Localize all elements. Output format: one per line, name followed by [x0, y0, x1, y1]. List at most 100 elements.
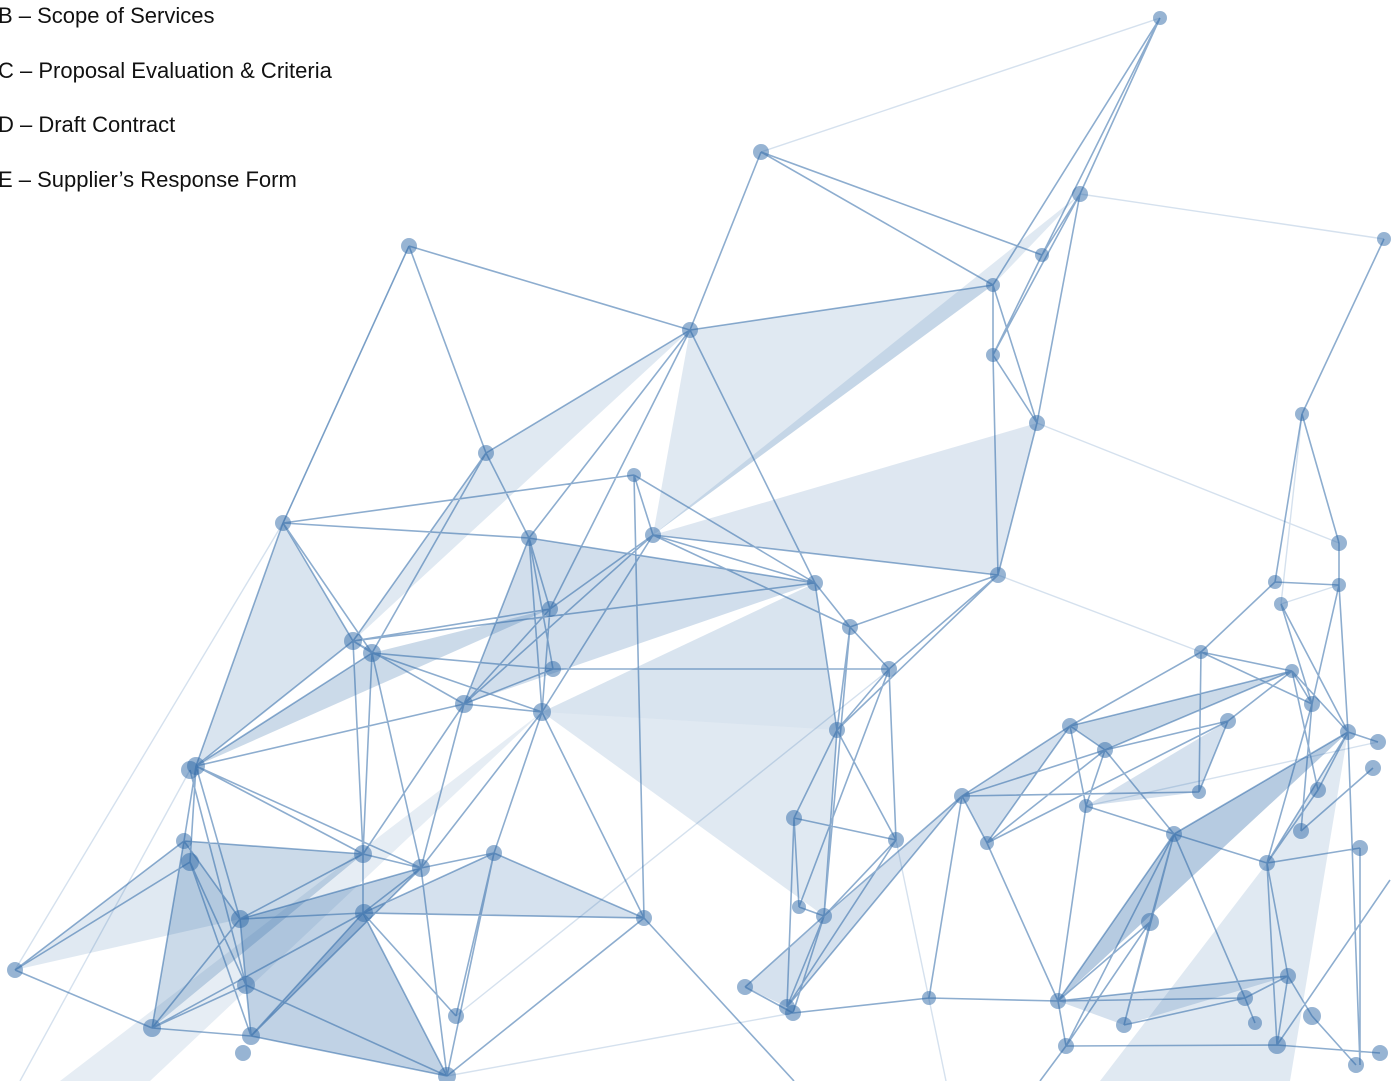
facet	[962, 726, 1070, 843]
node	[627, 468, 641, 482]
node	[235, 1045, 251, 1061]
facet	[653, 285, 993, 535]
node	[401, 238, 417, 254]
node	[1370, 734, 1386, 750]
node	[1340, 724, 1356, 740]
node	[737, 979, 753, 995]
node	[438, 1067, 456, 1081]
node	[1062, 718, 1078, 734]
node	[881, 661, 897, 677]
facet	[363, 853, 644, 918]
list-item: D – Draft Contract	[0, 112, 176, 137]
node	[1352, 840, 1368, 856]
facet	[1070, 671, 1292, 750]
node	[1116, 1017, 1132, 1033]
facet	[196, 523, 353, 766]
faint-edges	[14, 17, 1385, 1081]
node	[986, 348, 1000, 362]
facet	[1058, 976, 1288, 1025]
node	[786, 810, 802, 826]
facets	[15, 194, 1348, 1081]
facet	[653, 194, 1080, 535]
node	[237, 976, 255, 994]
node	[1268, 575, 1282, 589]
node	[545, 661, 561, 677]
node	[455, 695, 473, 713]
node	[1079, 799, 1093, 813]
list-item: C – Proposal Evaluation & Criteria	[0, 58, 332, 83]
facet	[251, 913, 447, 1076]
facet	[152, 841, 363, 1028]
facet	[542, 583, 837, 730]
node	[242, 1027, 260, 1045]
facet	[1086, 721, 1228, 806]
facet	[15, 841, 240, 970]
node	[1274, 597, 1288, 611]
node	[1348, 1057, 1364, 1073]
facet	[653, 423, 1037, 575]
node	[1259, 855, 1275, 871]
edges	[14, 17, 1391, 1081]
node	[143, 1019, 161, 1037]
facet	[1058, 732, 1348, 1001]
node	[448, 1008, 464, 1024]
node	[1295, 407, 1309, 421]
node	[412, 859, 430, 877]
node	[1050, 993, 1066, 1009]
list-item: E – Supplier’s Response Form	[0, 167, 297, 192]
node	[792, 900, 806, 914]
node	[1194, 645, 1208, 659]
facet	[542, 712, 837, 916]
node	[521, 530, 537, 546]
node	[980, 836, 994, 850]
node	[922, 991, 936, 1005]
node	[7, 962, 23, 978]
node	[1072, 186, 1088, 202]
node	[344, 632, 362, 650]
list-item: B – Scope of Services	[0, 3, 215, 28]
node	[1303, 1007, 1321, 1025]
node	[1166, 826, 1182, 842]
node	[1029, 415, 1045, 431]
node	[1310, 782, 1326, 798]
node	[542, 601, 558, 617]
node	[176, 833, 192, 849]
node	[486, 845, 502, 861]
node	[1304, 696, 1320, 712]
node	[1331, 535, 1347, 551]
node	[842, 619, 858, 635]
node	[1058, 1038, 1074, 1054]
node	[275, 515, 291, 531]
node	[888, 832, 904, 848]
node	[1097, 742, 1113, 758]
node	[181, 853, 199, 871]
node	[753, 144, 769, 160]
node	[1237, 990, 1253, 1006]
node	[1248, 1016, 1262, 1030]
node	[807, 575, 823, 591]
node	[181, 761, 199, 779]
node	[478, 445, 494, 461]
node	[636, 910, 652, 926]
node	[785, 1005, 801, 1021]
node	[1280, 968, 1296, 984]
node	[1153, 11, 1167, 25]
node	[1365, 760, 1381, 776]
node	[986, 278, 1000, 292]
node	[355, 904, 373, 922]
node	[1285, 664, 1299, 678]
node	[1268, 1036, 1286, 1054]
node	[1293, 823, 1309, 839]
node	[645, 527, 661, 543]
node	[1035, 248, 1049, 262]
facet	[240, 868, 421, 1036]
node	[990, 567, 1006, 583]
node	[816, 908, 832, 924]
node	[829, 722, 845, 738]
node	[1332, 578, 1346, 592]
node	[533, 703, 551, 721]
node	[1141, 913, 1159, 931]
facet	[745, 796, 962, 1007]
